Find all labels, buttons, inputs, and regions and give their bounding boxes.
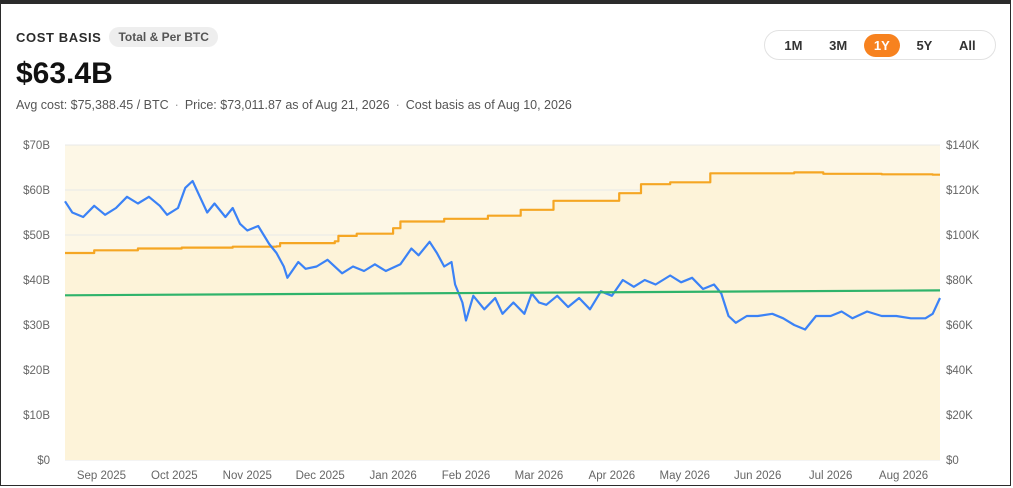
left-tick-label: $60B [23, 185, 50, 197]
right-tick-label: $60K [946, 320, 973, 332]
right-tick-label: $100K [946, 230, 980, 242]
cost-basis-area [65, 172, 940, 460]
metric-badge: Total & Per BTC [109, 27, 218, 47]
right-tick-label: $40K [946, 365, 973, 377]
separator-2: · [395, 98, 400, 112]
separator-1: · [174, 98, 179, 112]
chart-header: COST BASIS Total & Per BTC [16, 27, 218, 47]
x-tick-label: Jun 2026 [734, 470, 781, 482]
x-tick-label: Jan 2026 [369, 470, 416, 482]
left-tick-label: $50B [23, 230, 50, 242]
range-button-5y[interactable]: 5Y [916, 37, 933, 53]
left-tick-label: $20B [23, 365, 50, 377]
btc-price-line [64, 179, 941, 331]
x-tick-label: Dec 2025 [296, 470, 345, 482]
right-tick-label: $20K [946, 410, 973, 422]
range-button-1m[interactable]: 1M [784, 37, 803, 53]
left-tick-label: $40B [23, 275, 50, 287]
left-tick-label: $70B [23, 140, 50, 152]
x-tick-label: Jul 2026 [809, 470, 852, 482]
x-tick-label: Feb 2026 [442, 470, 491, 482]
x-tick-label: Apr 2026 [589, 470, 636, 482]
x-tick-label: Oct 2025 [151, 470, 198, 482]
avg-cost-text: Avg cost: $75,388.45 / BTC [16, 98, 169, 112]
cost-basis-line [65, 171, 940, 255]
price-text: Price: $73,011.87 as of Aug 21, 2026 [184, 98, 390, 112]
title-row: COST BASIS Total & Per BTC [16, 27, 218, 47]
chart-title: COST BASIS [16, 29, 102, 45]
x-tick-label: Mar 2026 [515, 470, 564, 482]
x-tick-label: May 2026 [660, 470, 711, 482]
left-tick-label: $10B [23, 410, 50, 422]
x-tick-label: Sep 2025 [77, 470, 126, 482]
time-range-selector: 1M 3M 1Y 5Y All [764, 30, 996, 60]
left-tick-label: $30B [23, 320, 50, 332]
right-tick-label: $120K [946, 185, 980, 197]
right-tick-label: $0 [946, 455, 959, 467]
avg-cost-line [64, 289, 941, 297]
right-tick-label: $140K [946, 140, 980, 152]
range-button-3m[interactable]: 3M [829, 37, 848, 53]
x-tick-label: Nov 2025 [223, 470, 272, 482]
cost-basis-value: $63.4B [16, 57, 113, 90]
range-button-all[interactable]: All [959, 37, 976, 53]
basis-date-text: Cost basis as of Aug 10, 2026 [405, 98, 572, 112]
summary-line: Avg cost: $75,388.45 / BTC · Price: $73,01… [16, 98, 572, 112]
x-tick-label: Aug 2026 [879, 470, 928, 482]
left-tick-label: $0 [37, 455, 50, 467]
right-tick-label: $80K [946, 275, 973, 287]
range-button-1y[interactable]: 1Y [863, 33, 900, 57]
